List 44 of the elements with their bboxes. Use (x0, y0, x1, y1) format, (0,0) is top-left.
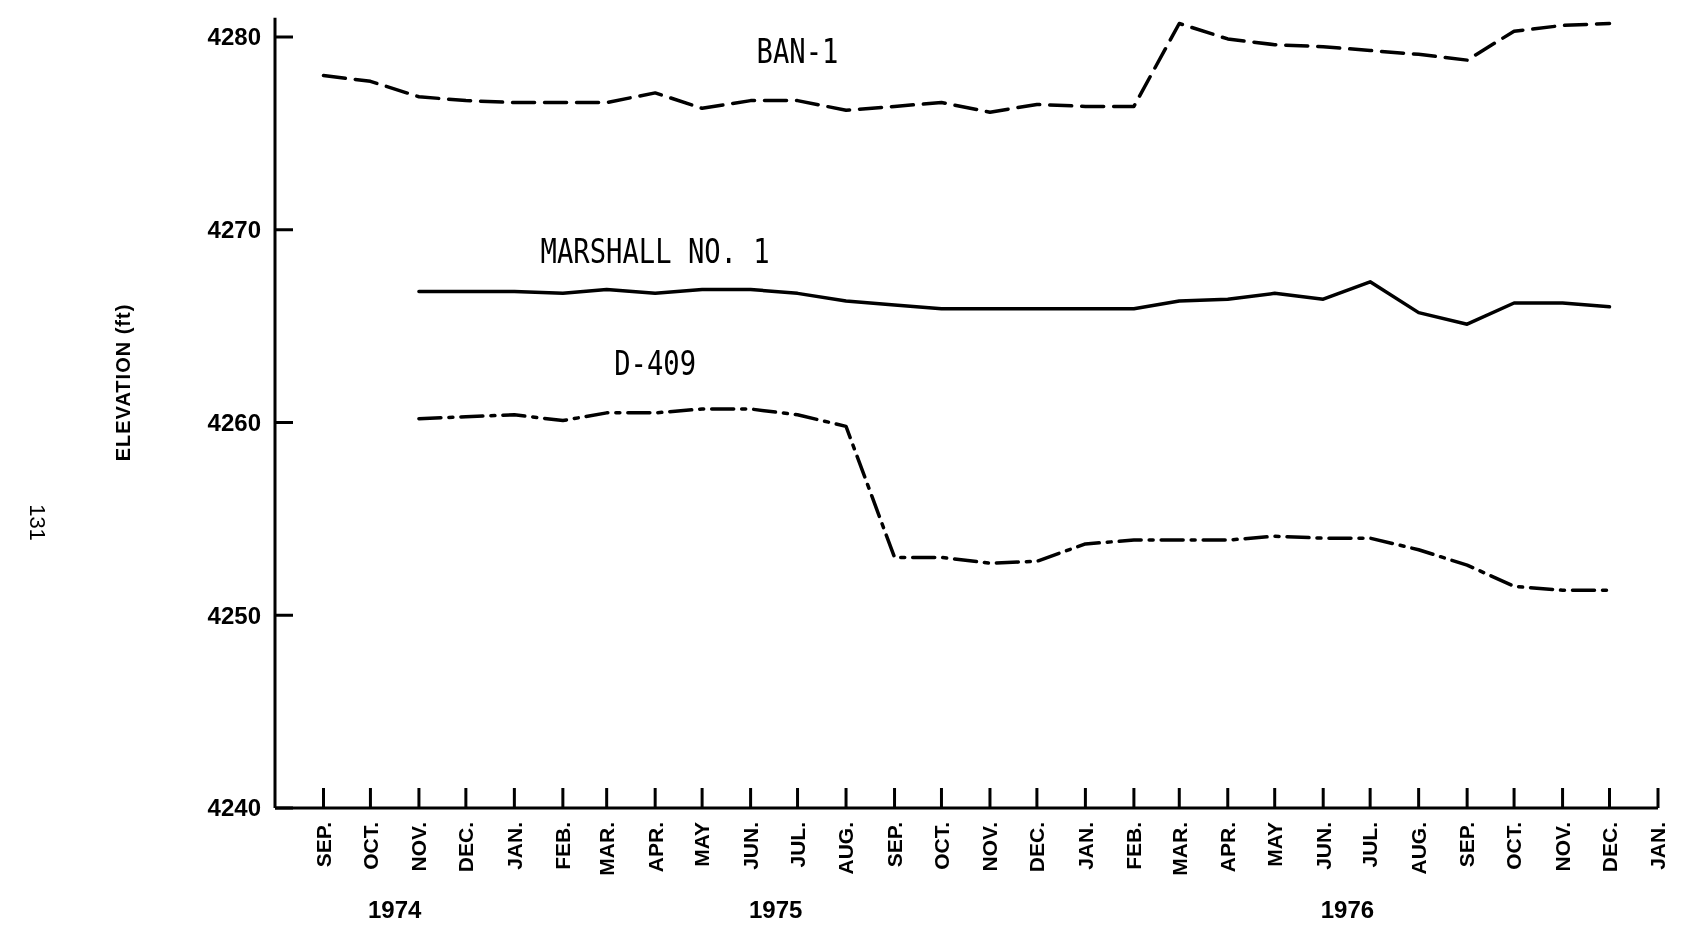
x-tick-label: OCT. (929, 822, 953, 870)
series-label: D-409 (614, 342, 697, 383)
x-tick-label: AUG. (1406, 822, 1430, 875)
y-tick-label: 4250 (207, 601, 261, 629)
y-tick-label: 4260 (207, 408, 261, 436)
x-tick-label: SEP. (882, 822, 906, 868)
line-series (417, 280, 1612, 326)
x-tick-label: JAN. (1646, 822, 1670, 870)
x-tick-label: JUN. (738, 822, 762, 870)
text: 131 (25, 504, 50, 541)
y-tick-label: 4280 (207, 23, 261, 51)
x-tick-label: DEC. (1597, 822, 1621, 873)
y-tick-label: 4270 (207, 216, 261, 244)
y-axis-title: ELEVATION (ft) (112, 303, 134, 462)
x-tick-label: JAN. (502, 822, 526, 870)
y-tick-label: 4240 (207, 794, 261, 822)
line-series (321, 21, 1612, 114)
series-label: MARSHALL NO. 1 (540, 231, 770, 272)
x-tick-label: APR. (1216, 822, 1240, 873)
text: 1976 (1320, 896, 1375, 923)
x-tick-label: JUL. (1358, 822, 1382, 868)
x-tick-label: DEC. (1025, 822, 1049, 873)
x-tick-label: FEB. (551, 822, 575, 870)
x-tick-label: JUL. (785, 822, 809, 868)
x-tick-label: NOV. (407, 822, 431, 872)
x-tick-label: FEB. (1122, 822, 1146, 870)
series-label: BAN-1 (756, 30, 839, 71)
x-tick-label: MAY (690, 822, 714, 867)
x-tick-label: MAY (1263, 822, 1287, 867)
x-tick-label: SEP. (311, 822, 335, 868)
x-tick-label: DEC. (454, 822, 478, 873)
x-tick-label: MAR. (1167, 822, 1191, 876)
x-tick-label: OCT. (1502, 822, 1526, 870)
text: 1974 (367, 896, 423, 923)
x-tick-label: APR. (643, 822, 667, 873)
x-tick-label: NOV. (978, 822, 1002, 872)
x-tick-label: OCT. (358, 822, 382, 870)
x-tick-label: NOV. (1550, 822, 1574, 872)
x-tick-label: SEP. (1455, 822, 1479, 868)
x-tick-label: AUG. (834, 822, 858, 875)
x-tick-label: JAN. (1073, 822, 1097, 870)
text: 1975 (748, 896, 803, 923)
x-tick-label: MAR. (595, 822, 619, 876)
x-tick-label: JUN. (1311, 822, 1335, 870)
